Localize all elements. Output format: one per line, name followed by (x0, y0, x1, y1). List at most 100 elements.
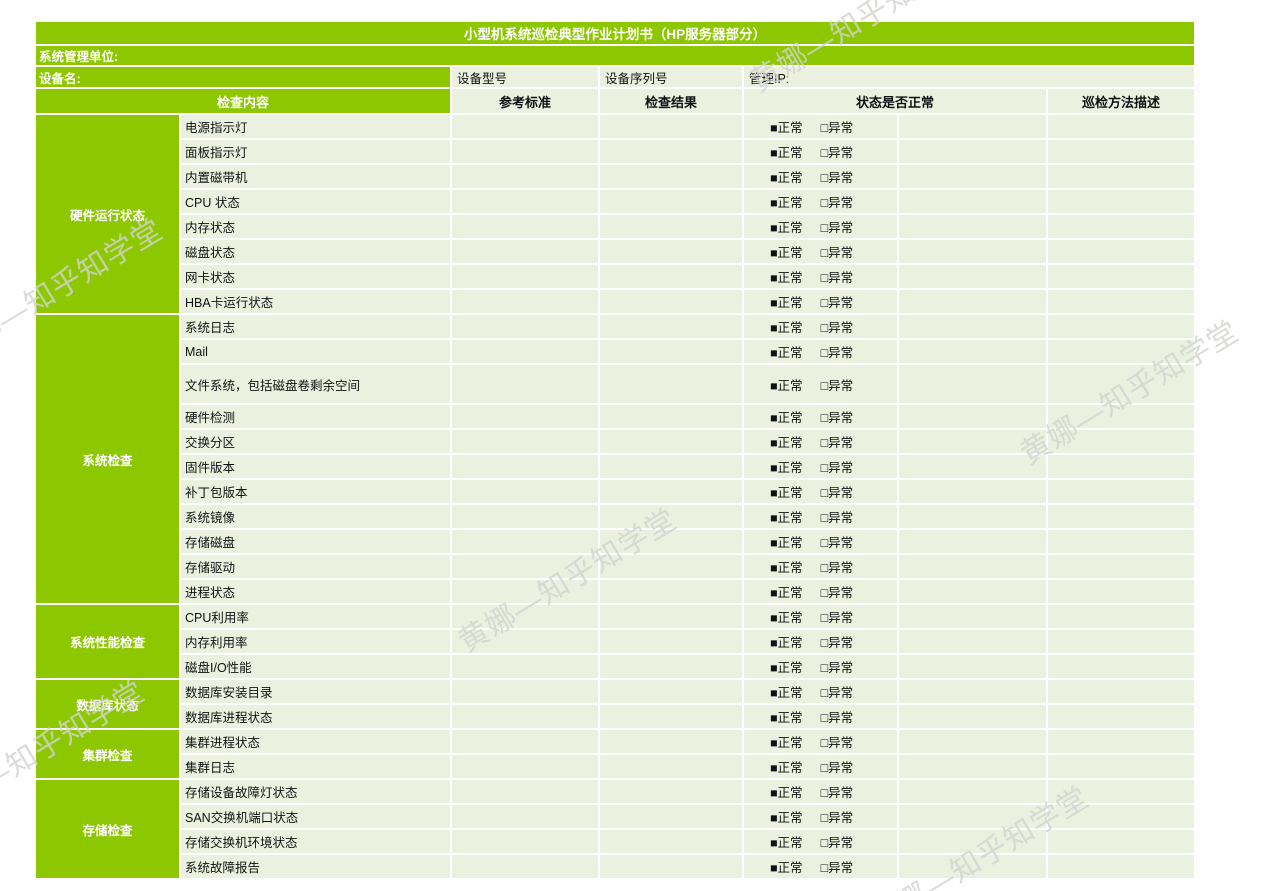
reference-standard-cell[interactable] (452, 605, 598, 628)
status-note-cell[interactable] (899, 405, 1046, 428)
reference-standard-cell[interactable] (452, 805, 598, 828)
checkbox-abnormal-unchecked[interactable]: □异常 (820, 121, 854, 135)
status-note-cell[interactable] (899, 315, 1046, 338)
checkbox-normal-checked[interactable]: ■正常 (770, 378, 803, 393)
check-result-cell[interactable] (600, 605, 742, 628)
check-result-cell[interactable] (600, 780, 742, 803)
status-note-cell[interactable] (899, 365, 1046, 403)
checkbox-abnormal-unchecked[interactable]: □异常 (820, 171, 854, 185)
checkbox-normal-checked[interactable]: ■正常 (770, 121, 803, 135)
status-note-cell[interactable] (899, 115, 1046, 138)
checkbox-abnormal-unchecked[interactable]: □异常 (820, 811, 854, 825)
status-note-cell[interactable] (899, 580, 1046, 603)
status-note-cell[interactable] (899, 855, 1046, 878)
status-note-cell[interactable] (899, 340, 1046, 363)
check-result-cell[interactable] (600, 805, 742, 828)
status-note-cell[interactable] (899, 655, 1046, 678)
checkbox-abnormal-unchecked[interactable]: □异常 (820, 611, 854, 625)
checkbox-normal-checked[interactable]: ■正常 (770, 486, 803, 500)
check-result-cell[interactable] (600, 705, 742, 728)
check-result-cell[interactable] (600, 140, 742, 163)
status-note-cell[interactable] (899, 140, 1046, 163)
status-note-cell[interactable] (899, 805, 1046, 828)
checkbox-abnormal-unchecked[interactable]: □异常 (820, 411, 854, 425)
checkbox-abnormal-unchecked[interactable]: □异常 (820, 786, 854, 800)
checkbox-abnormal-unchecked[interactable]: □异常 (820, 321, 854, 335)
reference-standard-cell[interactable] (452, 530, 598, 553)
checkbox-abnormal-unchecked[interactable]: □异常 (820, 346, 854, 360)
method-description-cell[interactable] (1048, 655, 1194, 678)
method-description-cell[interactable] (1048, 190, 1194, 213)
check-result-cell[interactable] (600, 455, 742, 478)
status-note-cell[interactable] (899, 555, 1046, 578)
reference-standard-cell[interactable] (452, 480, 598, 503)
check-result-cell[interactable] (600, 405, 742, 428)
method-description-cell[interactable] (1048, 780, 1194, 803)
checkbox-normal-checked[interactable]: ■正常 (770, 511, 803, 525)
check-result-cell[interactable] (600, 830, 742, 853)
method-description-cell[interactable] (1048, 265, 1194, 288)
method-description-cell[interactable] (1048, 455, 1194, 478)
status-note-cell[interactable] (899, 530, 1046, 553)
checkbox-normal-checked[interactable]: ■正常 (770, 296, 803, 310)
status-note-cell[interactable] (899, 830, 1046, 853)
reference-standard-cell[interactable] (452, 190, 598, 213)
status-note-cell[interactable] (899, 165, 1046, 188)
method-description-cell[interactable] (1048, 405, 1194, 428)
checkbox-normal-checked[interactable]: ■正常 (770, 321, 803, 335)
checkbox-normal-checked[interactable]: ■正常 (770, 196, 803, 210)
checkbox-normal-checked[interactable]: ■正常 (770, 661, 803, 675)
checkbox-abnormal-unchecked[interactable]: □异常 (820, 486, 854, 500)
method-description-cell[interactable] (1048, 290, 1194, 313)
status-note-cell[interactable] (899, 430, 1046, 453)
checkbox-normal-checked[interactable]: ■正常 (770, 786, 803, 800)
method-description-cell[interactable] (1048, 580, 1194, 603)
checkbox-abnormal-unchecked[interactable]: □异常 (820, 536, 854, 550)
reference-standard-cell[interactable] (452, 215, 598, 238)
status-note-cell[interactable] (899, 480, 1046, 503)
checkbox-abnormal-unchecked[interactable]: □异常 (820, 461, 854, 475)
status-note-cell[interactable] (899, 505, 1046, 528)
checkbox-abnormal-unchecked[interactable]: □异常 (820, 271, 854, 285)
checkbox-abnormal-unchecked[interactable]: □异常 (820, 711, 854, 725)
method-description-cell[interactable] (1048, 340, 1194, 363)
status-note-cell[interactable] (899, 290, 1046, 313)
reference-standard-cell[interactable] (452, 165, 598, 188)
checkbox-normal-checked[interactable]: ■正常 (770, 761, 803, 775)
check-result-cell[interactable] (600, 430, 742, 453)
checkbox-abnormal-unchecked[interactable]: □异常 (820, 296, 854, 310)
method-description-cell[interactable] (1048, 115, 1194, 138)
check-result-cell[interactable] (600, 290, 742, 313)
method-description-cell[interactable] (1048, 240, 1194, 263)
reference-standard-cell[interactable] (452, 455, 598, 478)
checkbox-abnormal-unchecked[interactable]: □异常 (820, 246, 854, 260)
status-note-cell[interactable] (899, 605, 1046, 628)
check-result-cell[interactable] (600, 165, 742, 188)
method-description-cell[interactable] (1048, 555, 1194, 578)
status-note-cell[interactable] (899, 455, 1046, 478)
checkbox-abnormal-unchecked[interactable]: □异常 (820, 436, 854, 450)
method-description-cell[interactable] (1048, 140, 1194, 163)
reference-standard-cell[interactable] (452, 430, 598, 453)
checkbox-abnormal-unchecked[interactable]: □异常 (820, 221, 854, 235)
status-note-cell[interactable] (899, 190, 1046, 213)
check-result-cell[interactable] (600, 555, 742, 578)
status-note-cell[interactable] (899, 730, 1046, 753)
reference-standard-cell[interactable] (452, 405, 598, 428)
checkbox-abnormal-unchecked[interactable]: □异常 (820, 736, 854, 750)
check-result-cell[interactable] (600, 115, 742, 138)
reference-standard-cell[interactable] (452, 140, 598, 163)
checkbox-normal-checked[interactable]: ■正常 (770, 861, 803, 875)
check-result-cell[interactable] (600, 190, 742, 213)
reference-standard-cell[interactable] (452, 680, 598, 703)
checkbox-normal-checked[interactable]: ■正常 (770, 436, 803, 450)
check-result-cell[interactable] (600, 365, 742, 403)
checkbox-abnormal-unchecked[interactable]: □异常 (820, 661, 854, 675)
reference-standard-cell[interactable] (452, 365, 598, 403)
checkbox-normal-checked[interactable]: ■正常 (770, 686, 803, 700)
reference-standard-cell[interactable] (452, 705, 598, 728)
status-note-cell[interactable] (899, 780, 1046, 803)
method-description-cell[interactable] (1048, 805, 1194, 828)
reference-standard-cell[interactable] (452, 505, 598, 528)
method-description-cell[interactable] (1048, 215, 1194, 238)
